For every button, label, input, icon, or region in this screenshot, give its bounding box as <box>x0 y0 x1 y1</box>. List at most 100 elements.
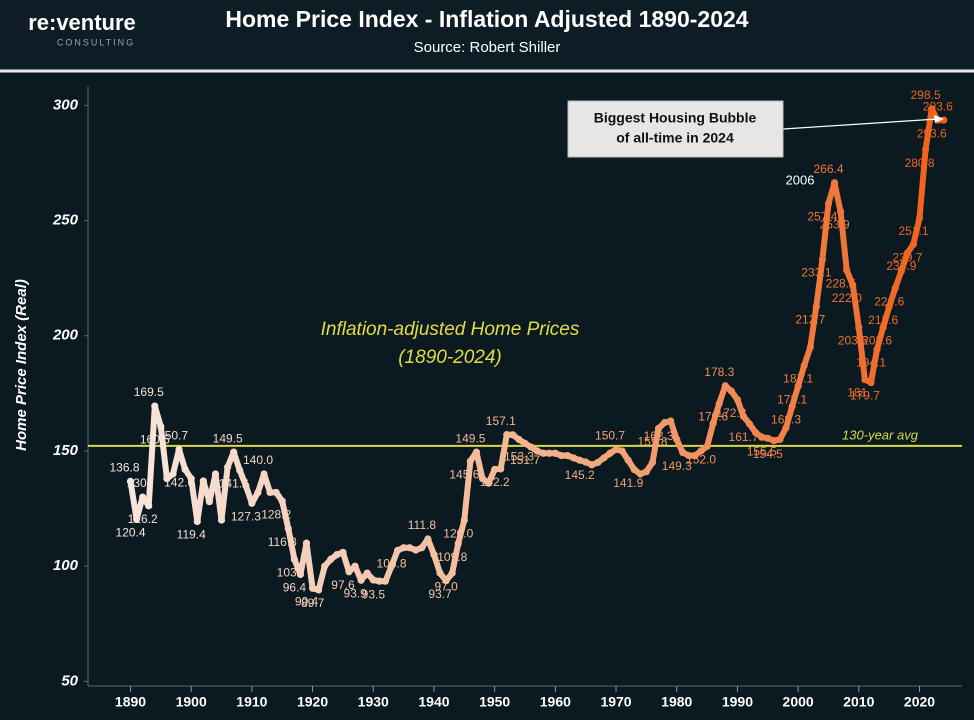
point <box>709 419 717 427</box>
value-label: 233.1 <box>801 266 831 280</box>
average-label: 130-year avg <box>842 427 919 442</box>
value-label: 161.7 <box>729 430 759 444</box>
point <box>333 551 341 559</box>
point <box>660 419 669 427</box>
point <box>879 323 887 332</box>
value-label: 93.9 <box>343 586 367 600</box>
point <box>679 448 687 457</box>
y-tick-label: 100 <box>53 557 79 574</box>
point <box>576 456 584 464</box>
point <box>412 546 420 554</box>
point <box>126 477 135 485</box>
x-tick-label: 1900 <box>176 694 207 710</box>
point <box>843 266 851 274</box>
point <box>582 458 590 466</box>
value-label: 159.8 <box>638 435 668 449</box>
point <box>588 461 596 469</box>
point <box>163 475 171 483</box>
point <box>648 458 657 467</box>
point <box>569 454 578 462</box>
point <box>667 417 675 425</box>
value-label: 298.5 <box>911 88 941 102</box>
value-label: 212.6 <box>868 313 898 327</box>
point <box>733 395 742 404</box>
point <box>594 458 602 467</box>
point <box>199 477 207 485</box>
chart-subtitle: Source: Robert Shiller <box>414 39 561 56</box>
value-label: 141.6 <box>219 477 249 491</box>
point <box>861 375 869 384</box>
point <box>654 424 663 432</box>
point <box>424 535 432 543</box>
point <box>818 255 827 264</box>
value-label: 150.7 <box>595 429 625 443</box>
point <box>691 451 699 460</box>
value-label: 212.7 <box>795 313 825 327</box>
point <box>181 465 189 474</box>
point <box>448 569 456 577</box>
point <box>175 445 183 453</box>
callout-arrow <box>782 118 939 130</box>
point <box>345 568 353 576</box>
point <box>248 499 256 507</box>
x-tick-label: 2020 <box>904 694 935 710</box>
value-label: 119.4 <box>177 528 206 542</box>
annotation: Inflation-adjusted Home Prices <box>321 319 580 340</box>
point <box>527 443 535 451</box>
point <box>497 465 505 473</box>
point <box>145 502 153 510</box>
point <box>867 378 875 387</box>
point <box>770 437 778 445</box>
point <box>752 428 760 437</box>
value-label: 251.1 <box>898 224 928 238</box>
point <box>928 105 936 113</box>
point <box>363 569 371 577</box>
point <box>745 420 754 428</box>
logo-tagline: CONSULTING <box>57 37 135 47</box>
point <box>187 475 195 483</box>
callout-box <box>567 100 784 158</box>
point <box>539 449 547 457</box>
value-label: 253.9 <box>820 218 850 232</box>
x-tick-label: 1890 <box>115 694 146 710</box>
point <box>521 439 529 447</box>
value-label: 178.3 <box>704 365 734 379</box>
value-label: 293.6 <box>923 99 953 113</box>
point <box>806 343 814 351</box>
value-label: 145.6 <box>449 467 479 481</box>
point <box>515 435 523 444</box>
point <box>454 540 462 548</box>
point <box>885 303 893 311</box>
point <box>509 431 517 439</box>
point <box>436 569 444 577</box>
y-tick-label: 50 <box>61 672 78 689</box>
point <box>630 466 638 474</box>
point <box>557 451 566 460</box>
point <box>242 481 250 490</box>
point <box>375 577 383 585</box>
value-label: 178.1 <box>777 392 807 406</box>
value-label: 97.0 <box>434 579 458 593</box>
callout-arrowhead <box>934 115 944 123</box>
point <box>217 516 226 524</box>
value-label: 187.1 <box>783 372 813 386</box>
value-label: 153.3 <box>504 450 534 464</box>
point <box>472 448 481 456</box>
point <box>873 345 881 353</box>
point <box>685 451 693 460</box>
point <box>764 434 772 442</box>
value-label: 179.7 <box>850 389 880 403</box>
chart-title: Home Price Index - Inflation Adjusted 18… <box>225 6 748 32</box>
value-label: 93.7 <box>428 587 452 601</box>
value-label: 93.5 <box>362 587 386 601</box>
value-label: 106.8 <box>377 557 407 571</box>
point <box>921 145 930 154</box>
value-label: 203.6 <box>838 334 868 348</box>
value-label: 89.7 <box>301 596 325 610</box>
y-tick-label: 250 <box>52 212 79 229</box>
value-label: 280.8 <box>905 156 935 170</box>
point <box>400 544 408 552</box>
value-label: 136.8 <box>109 461 139 475</box>
value-label: 128.2 <box>261 507 291 521</box>
point <box>315 586 323 594</box>
